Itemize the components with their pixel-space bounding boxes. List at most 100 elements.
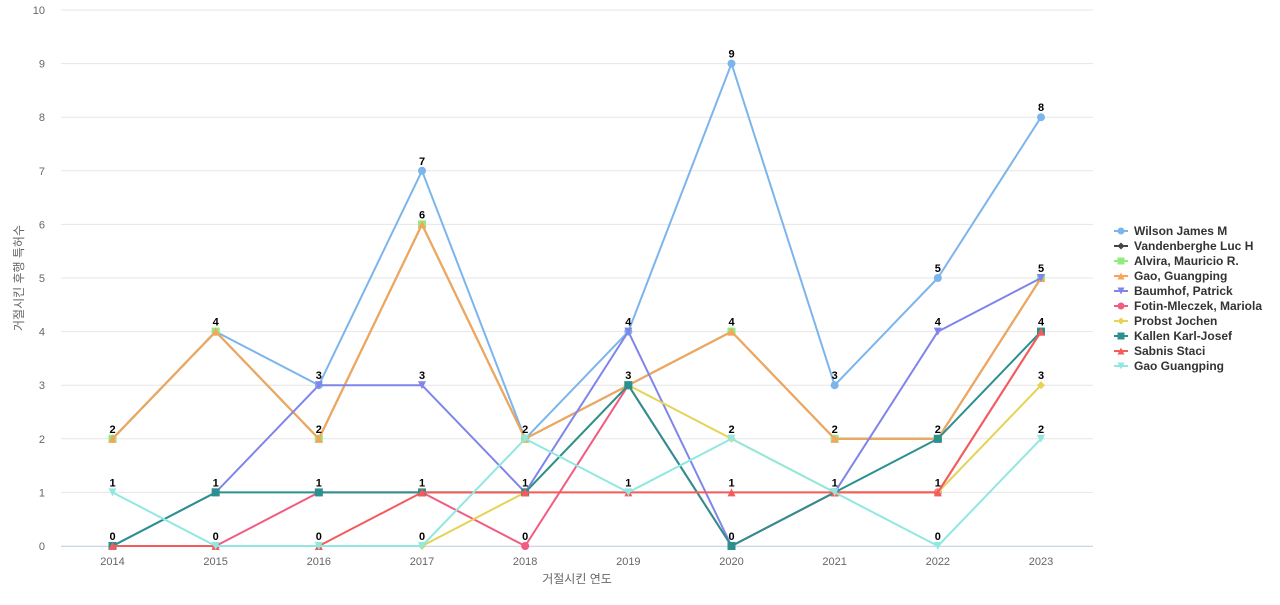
data-point[interactable] bbox=[1037, 274, 1045, 282]
legend-label: Vandenberghe Luc H bbox=[1134, 239, 1253, 253]
x-tick-label: 2023 bbox=[1029, 556, 1053, 568]
legend-label: Baumhof, Patrick bbox=[1134, 284, 1233, 298]
series-line[interactable] bbox=[111, 277, 1042, 547]
x-tick-label: 2021 bbox=[822, 556, 846, 568]
legend-item[interactable]: Wilson James M bbox=[1114, 224, 1227, 238]
data-point[interactable] bbox=[933, 488, 942, 497]
data-point[interactable] bbox=[830, 434, 839, 443]
x-tick-label: 2020 bbox=[719, 556, 743, 568]
data-point[interactable] bbox=[521, 434, 530, 443]
legend-marker bbox=[1117, 242, 1125, 250]
legend-marker bbox=[1117, 227, 1125, 235]
data-point[interactable] bbox=[418, 488, 426, 497]
data-label: 3 bbox=[625, 370, 631, 382]
legend-marker bbox=[1117, 302, 1125, 310]
data-label: 3 bbox=[316, 370, 322, 382]
legend-label: Fotin-Mleczek, Mariola bbox=[1134, 299, 1262, 313]
data-point[interactable] bbox=[314, 542, 323, 550]
data-point[interactable] bbox=[314, 381, 323, 390]
legend-item[interactable]: Alvira, Mauricio R. bbox=[1114, 254, 1239, 268]
data-label: 2 bbox=[832, 424, 838, 436]
legend-item[interactable]: Probst Jochen bbox=[1114, 314, 1217, 328]
data-point[interactable] bbox=[418, 166, 426, 175]
x-tick-label: 2018 bbox=[513, 556, 537, 568]
series-line[interactable] bbox=[111, 437, 1042, 547]
data-point[interactable] bbox=[933, 434, 942, 443]
data-label: 8 bbox=[1038, 102, 1044, 114]
y-tick-label: 10 bbox=[33, 5, 45, 17]
data-point[interactable] bbox=[211, 542, 220, 550]
y-tick-label: 5 bbox=[39, 273, 45, 285]
data-point[interactable] bbox=[830, 488, 839, 497]
legend-item[interactable]: Sabnis Staci bbox=[1114, 344, 1205, 358]
data-point[interactable] bbox=[418, 220, 426, 229]
data-point[interactable] bbox=[624, 488, 633, 497]
legend-item[interactable]: Vandenberghe Luc H bbox=[1114, 239, 1253, 253]
data-point[interactable] bbox=[933, 327, 942, 336]
legend-item[interactable]: Fotin-Mleczek, Mariola bbox=[1114, 299, 1262, 313]
data-label: 1 bbox=[728, 477, 734, 489]
x-axis-title: 거절시킨 연도 bbox=[542, 572, 612, 586]
x-tick-label: 2017 bbox=[410, 556, 434, 568]
series-line[interactable] bbox=[111, 62, 1042, 440]
data-point[interactable] bbox=[1037, 381, 1045, 390]
legend-item[interactable]: Kallen Karl-Josef bbox=[1114, 329, 1233, 343]
data-point[interactable] bbox=[624, 381, 633, 390]
data-point[interactable] bbox=[521, 542, 530, 550]
x-tick-label: 2019 bbox=[616, 556, 640, 568]
data-point[interactable] bbox=[521, 488, 530, 497]
legend-marker bbox=[1117, 272, 1125, 280]
y-tick-label: 9 bbox=[39, 59, 45, 71]
data-label: 4 bbox=[935, 317, 942, 329]
legend-marker bbox=[1117, 332, 1125, 340]
data-point[interactable] bbox=[108, 542, 117, 550]
data-label: 1 bbox=[316, 477, 322, 489]
y-axis-title: 거절시킨 후행 특허수 bbox=[11, 225, 26, 331]
data-point[interactable] bbox=[727, 434, 736, 443]
y-tick-label: 3 bbox=[39, 380, 45, 392]
data-point[interactable] bbox=[108, 434, 117, 443]
legend-label: Gao Guangping bbox=[1134, 359, 1224, 373]
series-line[interactable] bbox=[111, 330, 1042, 547]
data-point[interactable] bbox=[1037, 434, 1045, 443]
legend-item[interactable]: Baumhof, Patrick bbox=[1114, 284, 1233, 298]
data-label: 0 bbox=[419, 531, 425, 543]
legend-item[interactable]: Gao Guangping bbox=[1114, 359, 1224, 373]
data-label: 0 bbox=[935, 531, 941, 543]
data-label: 4 bbox=[728, 317, 735, 329]
data-point[interactable] bbox=[1037, 327, 1045, 336]
data-point[interactable] bbox=[314, 488, 323, 497]
data-point[interactable] bbox=[211, 327, 220, 336]
legend-marker bbox=[1117, 347, 1125, 355]
legend-label: Kallen Karl-Josef bbox=[1134, 329, 1233, 343]
data-point[interactable] bbox=[830, 381, 839, 390]
data-point[interactable] bbox=[108, 488, 117, 497]
data-point[interactable] bbox=[933, 542, 942, 550]
x-tick-label: 2022 bbox=[926, 556, 950, 568]
series-group bbox=[108, 434, 1045, 550]
data-label: 3 bbox=[419, 370, 425, 382]
data-point[interactable] bbox=[418, 542, 426, 550]
data-point[interactable] bbox=[727, 327, 736, 336]
data-point[interactable] bbox=[727, 488, 736, 497]
data-point[interactable] bbox=[1037, 113, 1045, 122]
data-label: 1 bbox=[625, 477, 631, 489]
data-point[interactable] bbox=[727, 59, 736, 68]
data-label: 4 bbox=[625, 317, 632, 329]
data-point[interactable] bbox=[418, 381, 426, 390]
data-label: 2 bbox=[316, 424, 322, 436]
data-label: 0 bbox=[522, 531, 528, 543]
data-label: 2 bbox=[109, 424, 115, 436]
data-label: 3 bbox=[832, 370, 838, 382]
y-tick-label: 6 bbox=[39, 219, 45, 231]
data-label: 5 bbox=[1038, 263, 1044, 275]
legend-item[interactable]: Gao, Guangping bbox=[1114, 269, 1227, 283]
legend-label: Alvira, Mauricio R. bbox=[1134, 254, 1239, 268]
data-point[interactable] bbox=[211, 488, 220, 497]
data-point[interactable] bbox=[624, 327, 633, 336]
data-point[interactable] bbox=[727, 542, 736, 550]
data-point[interactable] bbox=[933, 274, 942, 282]
data-point[interactable] bbox=[314, 434, 323, 443]
series-group bbox=[108, 274, 1045, 550]
